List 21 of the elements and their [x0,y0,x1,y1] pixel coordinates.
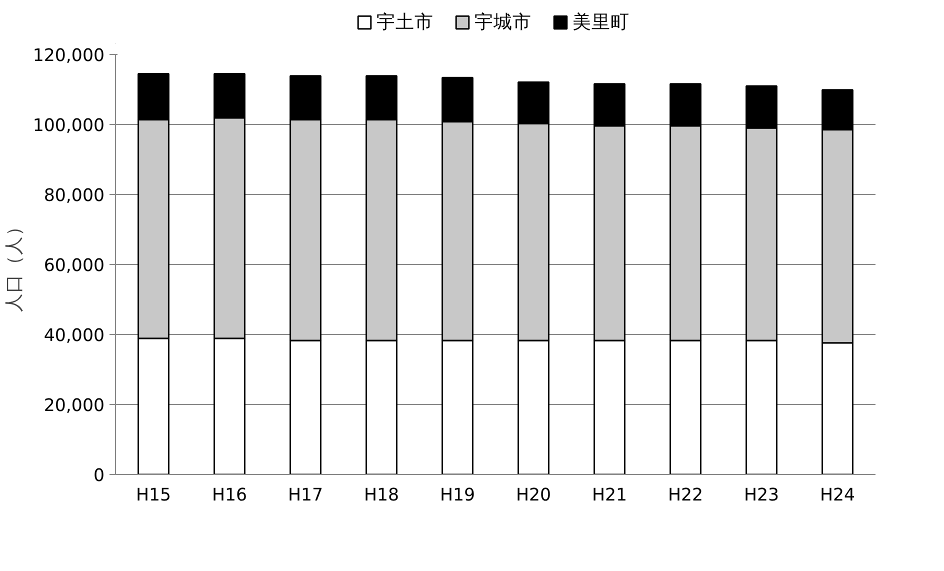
x-tick-label: H23 [744,486,780,506]
legend-label: 宇土市 [376,11,434,35]
y-tick-label: 20,000 [44,396,105,416]
legend-label: 美里町 [572,11,630,35]
y-tick-label: 80,000 [44,186,105,206]
x-tick-label: H20 [516,486,552,506]
y-axis-title: 人口（人） [4,217,25,312]
x-tick-label: H24 [820,486,856,506]
y-tick-label: 40,000 [44,326,105,346]
x-tick-label: H18 [364,486,400,506]
x-tick-label: H21 [592,486,628,506]
legend-label: 宇城市 [474,11,532,35]
y-tick-label: 60,000 [44,256,105,276]
x-tick-label: H16 [212,486,248,506]
x-tick-label: H15 [136,486,172,506]
x-tick-label: H22 [668,486,704,506]
x-tick-label: H17 [288,486,324,506]
x-tick-label: H19 [440,486,476,506]
y-tick-label: 120,000 [32,46,104,66]
y-tick-label: 100,000 [32,116,104,136]
y-tick-label: 0 [93,466,105,486]
